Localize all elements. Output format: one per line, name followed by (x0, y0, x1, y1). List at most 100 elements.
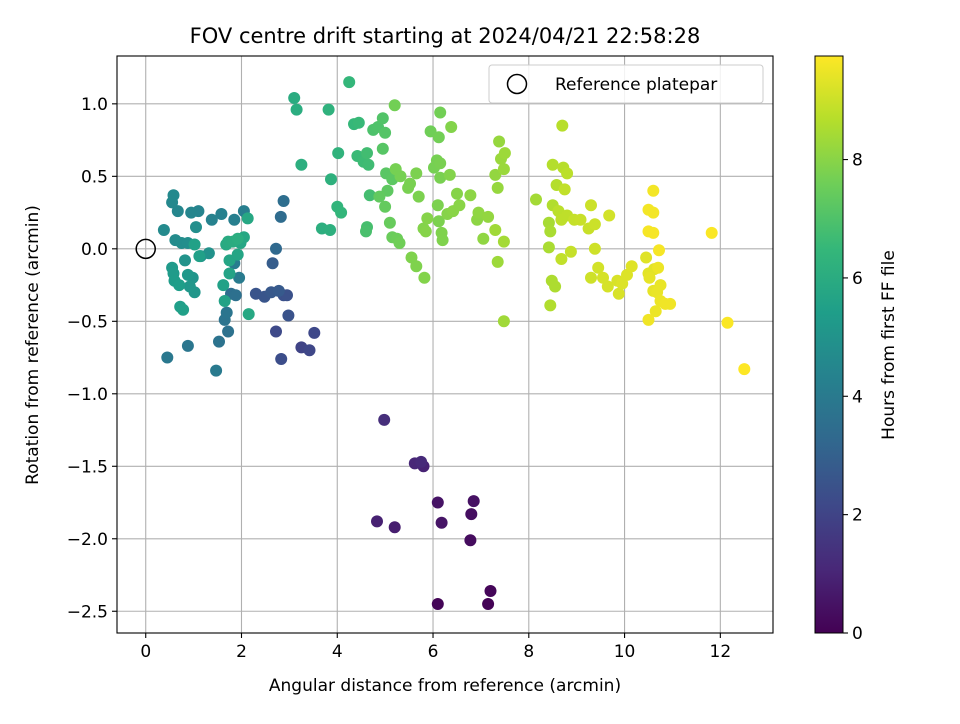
scatter-point (410, 260, 423, 273)
scatter-point (653, 244, 665, 257)
scatter-point (585, 199, 597, 212)
scatter-point (272, 284, 285, 297)
scatter-point (266, 257, 279, 270)
scatter-point (213, 335, 225, 348)
scatter-point (378, 413, 391, 426)
x-tick-label: 4 (332, 642, 343, 662)
x-tick-label: 10 (614, 642, 636, 662)
scatter-point (322, 103, 335, 116)
scatter-point (410, 167, 423, 180)
scatter-point (185, 206, 198, 219)
scatter-point (202, 247, 215, 260)
scatter-point (544, 225, 557, 238)
scatter-point (603, 209, 616, 222)
y-tick-label: −2.0 (67, 530, 108, 550)
scatter-point (233, 271, 246, 284)
scatter-point (489, 168, 502, 181)
scatter-point (231, 248, 244, 261)
scatter-point (530, 193, 542, 206)
scatter-point (193, 250, 206, 263)
scatter-point (415, 455, 428, 468)
scatter-point (242, 308, 255, 321)
scatter-point (220, 306, 233, 319)
scatter-point (497, 235, 510, 248)
legend-entry: Reference platepar (555, 75, 717, 95)
scatter-point (643, 271, 656, 284)
scatter-point (664, 297, 677, 310)
chart-title: FOV centre drift starting at 2024/04/21 … (190, 24, 701, 48)
scatter-point (290, 103, 303, 116)
scatter-point (218, 295, 231, 307)
scatter-point (371, 515, 383, 528)
scatter-point (542, 241, 555, 254)
scatter-point (325, 173, 337, 186)
scatter-point (498, 147, 511, 160)
scatter-point (373, 190, 386, 203)
scatter-point (465, 508, 478, 521)
x-tick-label: 8 (523, 642, 534, 662)
legend-box (488, 64, 764, 104)
scatter-point (188, 238, 201, 251)
scatter-point (270, 242, 282, 255)
scatter-point (564, 245, 577, 258)
scatter-point (228, 213, 241, 226)
scatter-point (303, 344, 316, 357)
data-points (157, 76, 751, 610)
scatter-point (167, 189, 180, 202)
scatter-point (491, 181, 504, 194)
y-axis-label: Rotation from reference (arcmin) (23, 205, 43, 485)
scatter-point (654, 279, 667, 292)
scatter-point (379, 200, 392, 213)
scatter-point (642, 313, 655, 326)
scatter-point (229, 289, 242, 302)
scatter-point (404, 177, 416, 190)
scatter-point (585, 271, 597, 284)
scatter-point (210, 364, 223, 377)
scatter-point (363, 189, 376, 202)
scatter-point (215, 208, 228, 220)
scatter-point (493, 135, 506, 148)
colorbar-label: Hours from first FF file (879, 250, 899, 440)
scatter-point (497, 163, 510, 176)
scatter-point (288, 92, 301, 104)
scatter-point (419, 225, 432, 238)
scatter-point (383, 216, 396, 229)
y-tick-label: −0.5 (67, 312, 108, 332)
scatter-point (343, 76, 356, 89)
y-tick-label: −1.5 (67, 457, 108, 477)
scatter-point (558, 183, 571, 196)
y-tick-label: 0.0 (81, 240, 108, 260)
scatter-point (421, 212, 434, 225)
x-axis-ticks: 0 2 4 6 8 10 12 (140, 633, 731, 662)
scatter-point (482, 210, 495, 223)
y-tick-label: 0.5 (81, 167, 108, 187)
scatter-point (173, 279, 186, 292)
scatter-point (241, 212, 254, 225)
scatter-point (472, 206, 485, 219)
scatter-point (190, 221, 202, 234)
scatter-point (588, 218, 601, 231)
scatter-point (183, 280, 196, 293)
x-tick-label: 2 (236, 642, 247, 662)
scatter-point (647, 184, 660, 197)
scatter-point (388, 99, 401, 112)
scatter-point (435, 516, 448, 529)
scatter-point (434, 171, 447, 184)
scatter-point (282, 309, 295, 322)
scatter-point (393, 237, 406, 249)
legend: Reference platepar (488, 64, 764, 104)
scatter-point (546, 158, 559, 171)
scatter-point (431, 199, 444, 212)
scatter-point (360, 225, 372, 238)
scatter-point (445, 121, 458, 133)
scatter-point (625, 260, 638, 273)
scatter-point (556, 119, 569, 132)
scatter-point (379, 126, 392, 139)
scatter-point (555, 253, 568, 265)
scatter-point (222, 325, 235, 338)
plot-frame (116, 55, 774, 634)
scatter-point (443, 168, 456, 181)
scatter-point (277, 195, 290, 207)
scatter-point (451, 187, 463, 200)
scatter-point (601, 280, 614, 293)
